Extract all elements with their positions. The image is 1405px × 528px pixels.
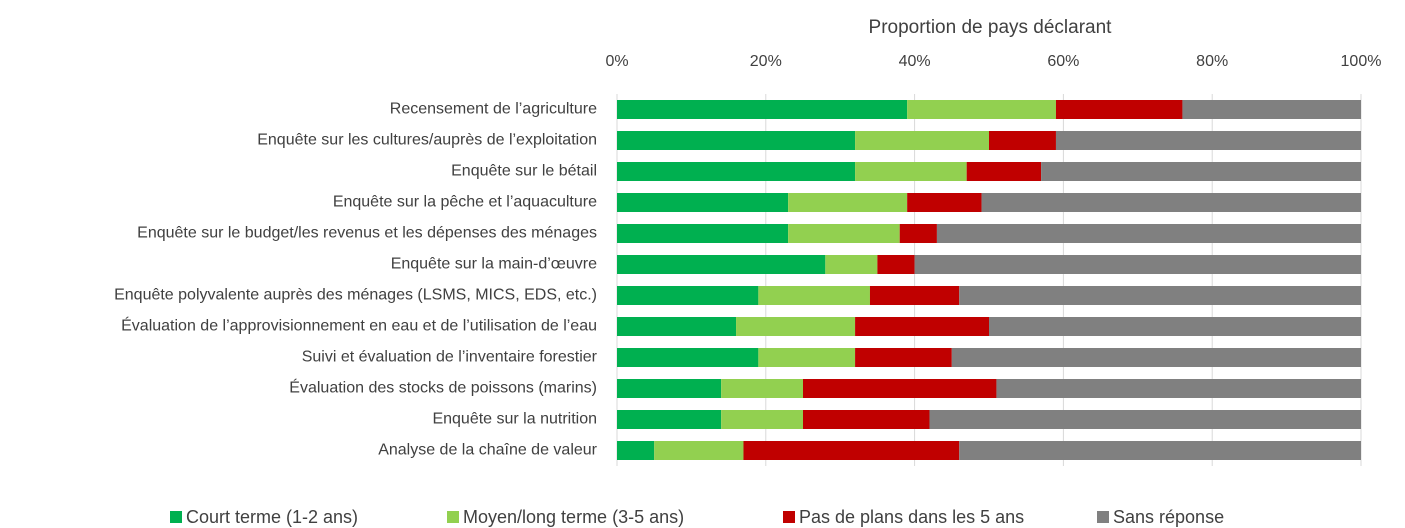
- y-tick-label: Évaluation des stocks de poissons (marin…: [289, 378, 597, 397]
- axis-title: Proportion de pays déclarant: [869, 17, 1113, 38]
- bar-segment: [617, 441, 655, 460]
- y-tick-label: Enquête sur les cultures/auprès de l’exp…: [257, 132, 597, 149]
- bar-segment: [855, 131, 989, 150]
- legend-swatch: [783, 511, 795, 523]
- bar-segment: [617, 193, 789, 212]
- bar-segment: [803, 379, 997, 398]
- y-tick-label: Recensement de l’agriculture: [390, 101, 597, 118]
- bar-segment: [959, 286, 1361, 305]
- bar-segment: [959, 441, 1361, 460]
- x-tick-label: 40%: [899, 53, 931, 70]
- bar-segment: [1055, 100, 1183, 119]
- bar-segment: [617, 162, 856, 181]
- legend-label: Moyen/long terme (3-5 ans): [463, 507, 684, 527]
- bar-segment: [788, 193, 908, 212]
- bar-segment: [736, 317, 856, 336]
- bar-segment: [966, 162, 1042, 181]
- y-tick-label: Enquête sur la nutrition: [432, 411, 597, 428]
- y-tick-label: Enquête polyvalente auprès des ménages (…: [114, 287, 597, 304]
- bar-segment: [617, 379, 722, 398]
- bar-segment: [1182, 100, 1361, 119]
- bar-segment: [855, 317, 989, 336]
- y-tick-label: Évaluation de l’approvisionnement en eau…: [121, 316, 597, 335]
- legend-swatch: [170, 511, 182, 523]
- legend-swatch: [1097, 511, 1109, 523]
- legend-label: Sans réponse: [1113, 507, 1224, 527]
- x-tick-label: 100%: [1341, 53, 1382, 70]
- bar-segment: [617, 317, 737, 336]
- bar-segment: [803, 410, 930, 429]
- bar-segment: [825, 255, 878, 274]
- bar-segment: [743, 441, 960, 460]
- y-tick-label: Suivi et évaluation de l’inventaire fore…: [302, 349, 598, 366]
- x-tick-label: 60%: [1047, 53, 1079, 70]
- y-tick-label: Enquête sur le bétail: [451, 163, 597, 180]
- bar-segment: [617, 286, 759, 305]
- bar-segment: [617, 131, 856, 150]
- bar-segment: [758, 348, 856, 367]
- bar-segment: [936, 224, 1361, 243]
- bar-segment: [951, 348, 1361, 367]
- bar-segment: [721, 410, 803, 429]
- bar-segment: [617, 410, 722, 429]
- bar-segment: [907, 193, 982, 212]
- bar-segment: [981, 193, 1361, 212]
- bar-segment: [907, 100, 1056, 119]
- x-tick-label: 0%: [605, 53, 628, 70]
- bar-segment: [617, 255, 826, 274]
- legend-swatch: [447, 511, 459, 523]
- bar-segment: [914, 255, 1361, 274]
- bar-segment: [929, 410, 1361, 429]
- legend-label: Pas de plans dans les 5 ans: [799, 507, 1024, 527]
- y-tick-label: Enquête sur le budget/les revenus et les…: [137, 225, 597, 242]
- bar-segment: [989, 317, 1361, 336]
- bar-segment: [869, 286, 960, 305]
- x-tick-label: 80%: [1196, 53, 1228, 70]
- x-tick-label: 20%: [750, 53, 782, 70]
- bar-segment: [617, 100, 908, 119]
- bar-segment: [877, 255, 915, 274]
- bar-segment: [788, 224, 900, 243]
- y-tick-label: Enquête sur la pêche et l’aquaculture: [333, 194, 597, 211]
- bar-segment: [855, 162, 967, 181]
- bar-segment: [721, 379, 803, 398]
- bar-segment: [654, 441, 744, 460]
- bar-segment: [989, 131, 1056, 150]
- bar-segment: [899, 224, 937, 243]
- bar-segment: [1055, 131, 1361, 150]
- bar-segment: [855, 348, 952, 367]
- y-tick-label: Enquête sur la main-d’œuvre: [391, 256, 597, 273]
- bar-segment: [996, 379, 1361, 398]
- bar-segment: [1041, 162, 1361, 181]
- bar-segment: [758, 286, 870, 305]
- bar-segment: [617, 224, 789, 243]
- y-tick-label: Analyse de la chaîne de valeur: [378, 442, 597, 459]
- bar-segment: [617, 348, 759, 367]
- legend-label: Court terme (1-2 ans): [186, 507, 358, 527]
